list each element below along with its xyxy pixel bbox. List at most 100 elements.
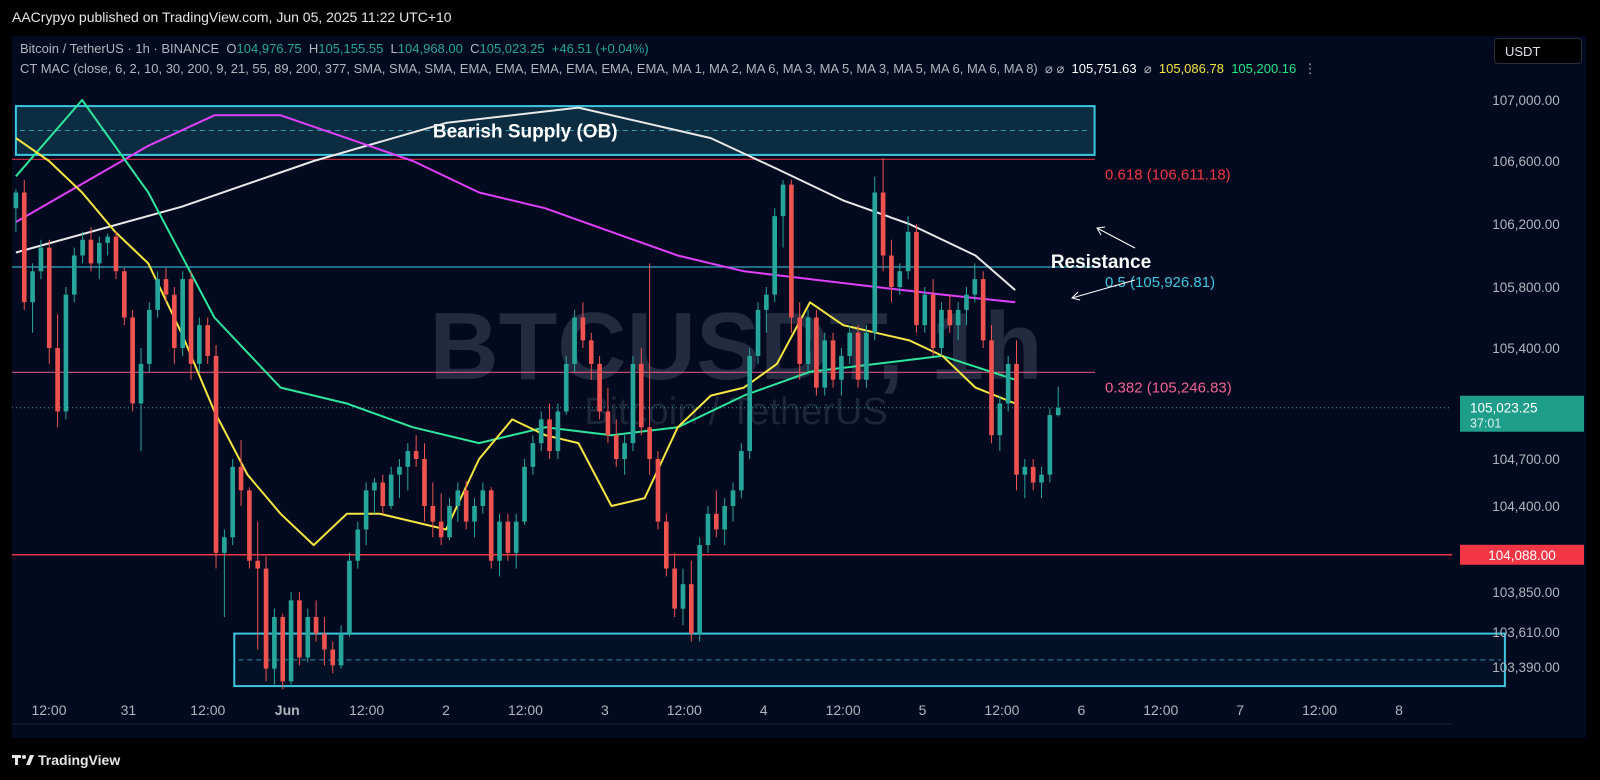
candle (463, 480, 469, 530)
y-tick-label: 103,390.00 (1492, 660, 1560, 675)
candle-body (989, 340, 994, 436)
candle-body (955, 309, 961, 326)
candle-body (914, 231, 919, 326)
candle-body (438, 521, 444, 538)
candle-body (272, 617, 277, 669)
candle-body (555, 411, 561, 452)
candle (447, 498, 452, 541)
moving-average-0 (15, 106, 1016, 291)
candle (205, 317, 211, 364)
resistance-arrow-up (1096, 227, 1136, 249)
candle-body (1030, 466, 1036, 483)
candle-body (647, 427, 652, 459)
candle (263, 556, 269, 682)
support-price-tag (1460, 544, 1584, 565)
candle-body (480, 490, 486, 506)
candle (972, 263, 978, 303)
candle-body (63, 294, 69, 412)
candle-body (322, 633, 327, 650)
candle-body (855, 332, 861, 380)
candle (789, 179, 794, 333)
candle (847, 325, 853, 364)
candle (822, 332, 828, 396)
candle (313, 600, 319, 642)
candle-body (305, 617, 311, 658)
candle (688, 560, 694, 642)
candle-body (897, 271, 903, 287)
publisher-info: AACrypyo published on TradingView.com, J… (12, 9, 452, 25)
candle-body (772, 216, 778, 295)
candle-body (530, 443, 536, 467)
candle (480, 482, 486, 514)
candle (46, 239, 52, 364)
ohlc-close-value: 105,023.25 (479, 41, 545, 56)
candle-body (372, 482, 377, 491)
candle (839, 348, 844, 396)
candle (897, 263, 903, 295)
candle-body (113, 236, 119, 272)
candle (1030, 459, 1036, 491)
candle-body (872, 192, 878, 333)
candle-body (680, 584, 686, 609)
candle-body (422, 459, 427, 506)
candle (388, 466, 394, 510)
candle-body (655, 459, 661, 522)
candle-body (121, 271, 127, 318)
indicator-value-white: 105,751.63 (1071, 61, 1137, 76)
candle (580, 302, 586, 348)
candle-body (780, 184, 786, 217)
candle-body (1047, 415, 1053, 475)
indicator-value-yellow: 105,086.78 (1158, 61, 1224, 76)
resistance-arrow-down-head (1071, 291, 1081, 301)
candle-body (613, 435, 619, 459)
candle-body (280, 617, 286, 682)
candle-body (147, 309, 152, 364)
candle (814, 309, 819, 396)
chart-area[interactable]: BTCUSDT, 1h Bitcoin / TetherUS Bearish Sup… (12, 36, 1586, 738)
symbol-legend: Bitcoin / TetherUS · 1h · BINANCE O104,9… (20, 41, 649, 56)
ohlc-close-label: C (470, 41, 480, 56)
candle-body (1039, 474, 1044, 483)
candle (797, 302, 803, 380)
currency-selector[interactable]: USDT (1494, 38, 1582, 64)
candle (622, 435, 627, 475)
candle (522, 459, 527, 525)
candle (96, 236, 102, 280)
candle (305, 608, 311, 663)
indicator-symbol-mid: ⌀ (1143, 61, 1152, 76)
candle-body (563, 363, 569, 412)
candle (613, 419, 619, 467)
candle-body (572, 317, 577, 364)
candle-body (805, 317, 811, 364)
candle (247, 487, 252, 569)
candle (930, 279, 936, 356)
candle-body (930, 294, 936, 348)
candle (288, 592, 294, 685)
candle-body (313, 617, 319, 634)
candle-body (405, 451, 411, 467)
candle (1047, 408, 1053, 483)
candle (1055, 386, 1061, 417)
fib-label-2: 0.382 (105,246.83) (1105, 379, 1232, 396)
candle (914, 224, 919, 333)
candle-body (347, 560, 352, 634)
candle-body (455, 490, 461, 506)
candle-body (46, 247, 52, 348)
symbol-line: Bitcoin / TetherUS · 1h · BINANCE (20, 41, 220, 56)
candle-body (463, 490, 469, 522)
candle (322, 617, 327, 666)
bottom-bar (0, 738, 1600, 780)
candle (1014, 340, 1019, 491)
more-menu-icon[interactable]: ⋮ (1303, 61, 1317, 76)
candle-body (972, 279, 978, 295)
candle (63, 287, 69, 420)
tradingview-logo[interactable]: TradingView (12, 752, 120, 768)
candle (947, 294, 953, 333)
candle (88, 227, 94, 272)
candle (864, 325, 869, 388)
candle (422, 443, 427, 522)
y-tick-label: 106,600.00 (1492, 154, 1560, 169)
x-tick-label: 12:00 (826, 702, 861, 718)
candle-body (1005, 363, 1011, 404)
